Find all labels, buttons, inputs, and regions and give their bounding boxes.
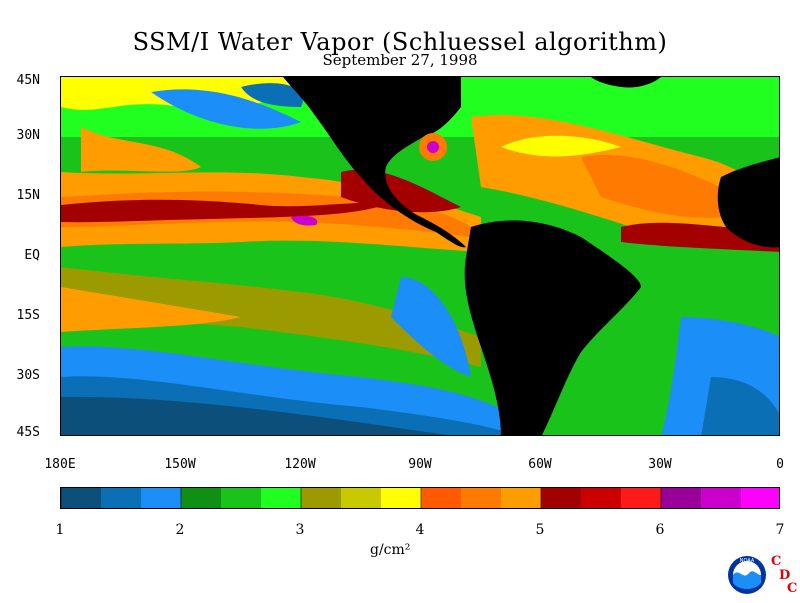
cdc-letter-c1: C <box>771 554 782 569</box>
east-pacific-dry <box>391 277 471 377</box>
lat-label-15n: 15N <box>16 188 40 203</box>
colorbar-swatch <box>621 488 662 508</box>
lat-label-15s: 15S <box>16 308 40 323</box>
lat-label-30s: 30S <box>16 368 40 383</box>
lat-label-45s: 45S <box>16 425 40 440</box>
colorbar-swatch <box>341 488 382 508</box>
lon-label-60w: 60W <box>528 457 552 472</box>
colorbar-swatch <box>301 488 342 508</box>
colorbar-swatch <box>101 488 142 508</box>
atlantic-yellow <box>501 135 621 157</box>
colorbar-tick-7: 7 <box>775 522 785 538</box>
pacific-dry-core <box>241 83 303 107</box>
colorbar-swatch <box>661 488 702 508</box>
noaa-wave <box>733 571 761 589</box>
lon-label-30w: 30W <box>648 457 672 472</box>
colorbar-swatch <box>421 488 462 508</box>
noaa-cdc-logo: NOAA C D C <box>727 553 800 599</box>
atlantic-north <box>681 77 779 136</box>
itcz-wet <box>61 199 391 223</box>
colorbar-unit: g/cm² <box>370 542 411 558</box>
colorbar-swatch <box>141 488 182 508</box>
colorbar-swatch <box>701 488 742 508</box>
pacific-dry-patch <box>151 89 301 129</box>
lat-label-45n: 45N <box>16 73 40 88</box>
lat-label-30n: 30N <box>16 128 40 143</box>
water-vapor-map <box>60 76 780 436</box>
colorbar-swatch <box>181 488 222 508</box>
peak-moisture <box>291 215 318 226</box>
lon-label-0: 0 <box>776 457 784 472</box>
pacific-orange-n <box>81 127 201 172</box>
colorbar-swatch <box>501 488 542 508</box>
south-america-land <box>464 220 641 435</box>
south-atlantic-dry <box>701 377 779 435</box>
colorbar-swatch <box>581 488 622 508</box>
map-svg <box>61 77 779 435</box>
atlantic-warm <box>581 155 761 218</box>
south-pacific-dry <box>61 396 448 435</box>
colorbar <box>60 487 780 509</box>
colorbar-swatch <box>741 488 779 508</box>
lon-label-180e: 180E <box>44 457 76 472</box>
colorbar-tick-4: 4 <box>415 522 425 538</box>
cdc-letter-d: D <box>779 568 791 583</box>
colorbar-tick-3: 3 <box>295 522 305 538</box>
cdc-letter-c2: C <box>787 581 798 596</box>
spcz-olive <box>61 267 481 367</box>
spcz-orange <box>61 287 241 332</box>
lon-label-90w: 90W <box>408 457 432 472</box>
greenland-land <box>591 77 661 88</box>
colorbar-swatch <box>61 488 102 508</box>
gulf-peak <box>427 141 439 153</box>
lat-label-eq: EQ <box>24 248 40 263</box>
colorbar-swatch <box>221 488 262 508</box>
colorbar-swatch <box>541 488 582 508</box>
chart-title: SSM/I Water Vapor (Schluessel algorithm) <box>132 28 668 56</box>
north-america-land <box>283 77 466 248</box>
noaa-text: NOAA <box>740 558 755 564</box>
lon-label-150w: 150W <box>164 457 196 472</box>
colorbar-swatch <box>261 488 302 508</box>
africa-land <box>717 157 779 248</box>
colorbar-swatch <box>461 488 502 508</box>
colorbar-tick-6: 6 <box>655 522 665 538</box>
colorbar-tick-1: 1 <box>55 522 65 538</box>
chart-date: September 27, 1998 <box>322 51 478 69</box>
colorbar-swatch <box>381 488 422 508</box>
noaa-logo-icon: NOAA <box>728 556 766 594</box>
lon-label-120w: 120W <box>284 457 316 472</box>
colorbar-svg <box>61 488 779 508</box>
colorbar-tick-5: 5 <box>535 522 545 538</box>
colorbar-tick-2: 2 <box>175 522 185 538</box>
